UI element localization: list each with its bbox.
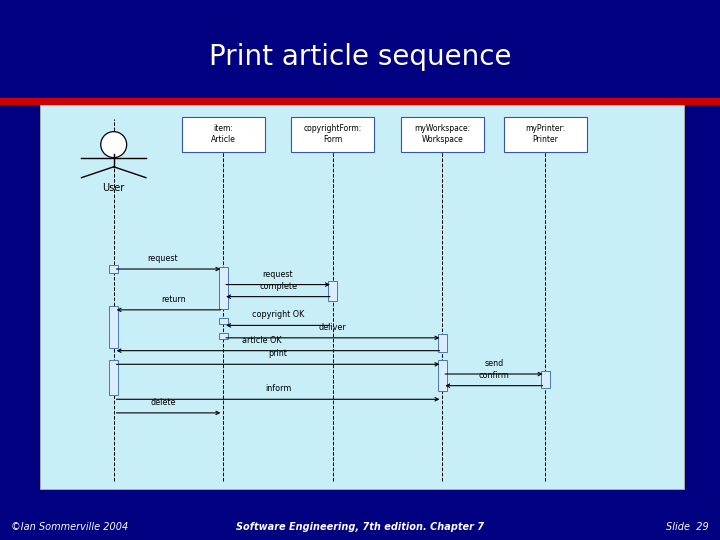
Text: myPrinter:
Printer: myPrinter: Printer	[526, 124, 565, 144]
Bar	[401, 117, 484, 152]
Bar	[438, 334, 447, 352]
Text: copyright OK: copyright OK	[252, 310, 304, 320]
Bar	[219, 333, 228, 340]
Bar	[40, 100, 684, 489]
Bar	[541, 372, 550, 388]
Text: article OK: article OK	[242, 336, 282, 345]
Text: send: send	[485, 359, 503, 368]
Text: Slide  29: Slide 29	[667, 522, 709, 531]
Text: inform: inform	[265, 384, 291, 393]
Bar	[219, 318, 228, 324]
Bar	[182, 117, 265, 152]
Text: Print article sequence: Print article sequence	[209, 43, 511, 71]
Bar	[219, 267, 228, 309]
Text: User: User	[102, 184, 125, 193]
Text: copyrightForm:
Form: copyrightForm: Form	[304, 124, 362, 144]
Text: item:
Article: item: Article	[211, 124, 235, 144]
Text: request: request	[263, 269, 293, 279]
Ellipse shape	[101, 132, 127, 158]
Bar	[292, 117, 374, 152]
Text: delete: delete	[150, 398, 176, 407]
Text: complete: complete	[259, 282, 297, 291]
Text: deliver: deliver	[319, 323, 346, 332]
Text: Software Engineering, 7th edition. Chapter 7: Software Engineering, 7th edition. Chapt…	[236, 522, 484, 531]
Bar	[328, 281, 338, 301]
Bar	[504, 117, 587, 152]
Text: myWorkspace:
Workspace: myWorkspace: Workspace	[414, 124, 470, 144]
Bar	[109, 306, 118, 348]
Text: print: print	[269, 349, 287, 359]
Text: request: request	[148, 254, 179, 263]
Bar	[109, 360, 118, 395]
Text: ©Ian Sommerville 2004: ©Ian Sommerville 2004	[11, 522, 128, 531]
Bar	[109, 265, 118, 273]
Text: confirm: confirm	[479, 371, 509, 380]
Bar	[438, 360, 447, 391]
Bar	[0, 98, 720, 104]
Text: return: return	[162, 295, 186, 304]
